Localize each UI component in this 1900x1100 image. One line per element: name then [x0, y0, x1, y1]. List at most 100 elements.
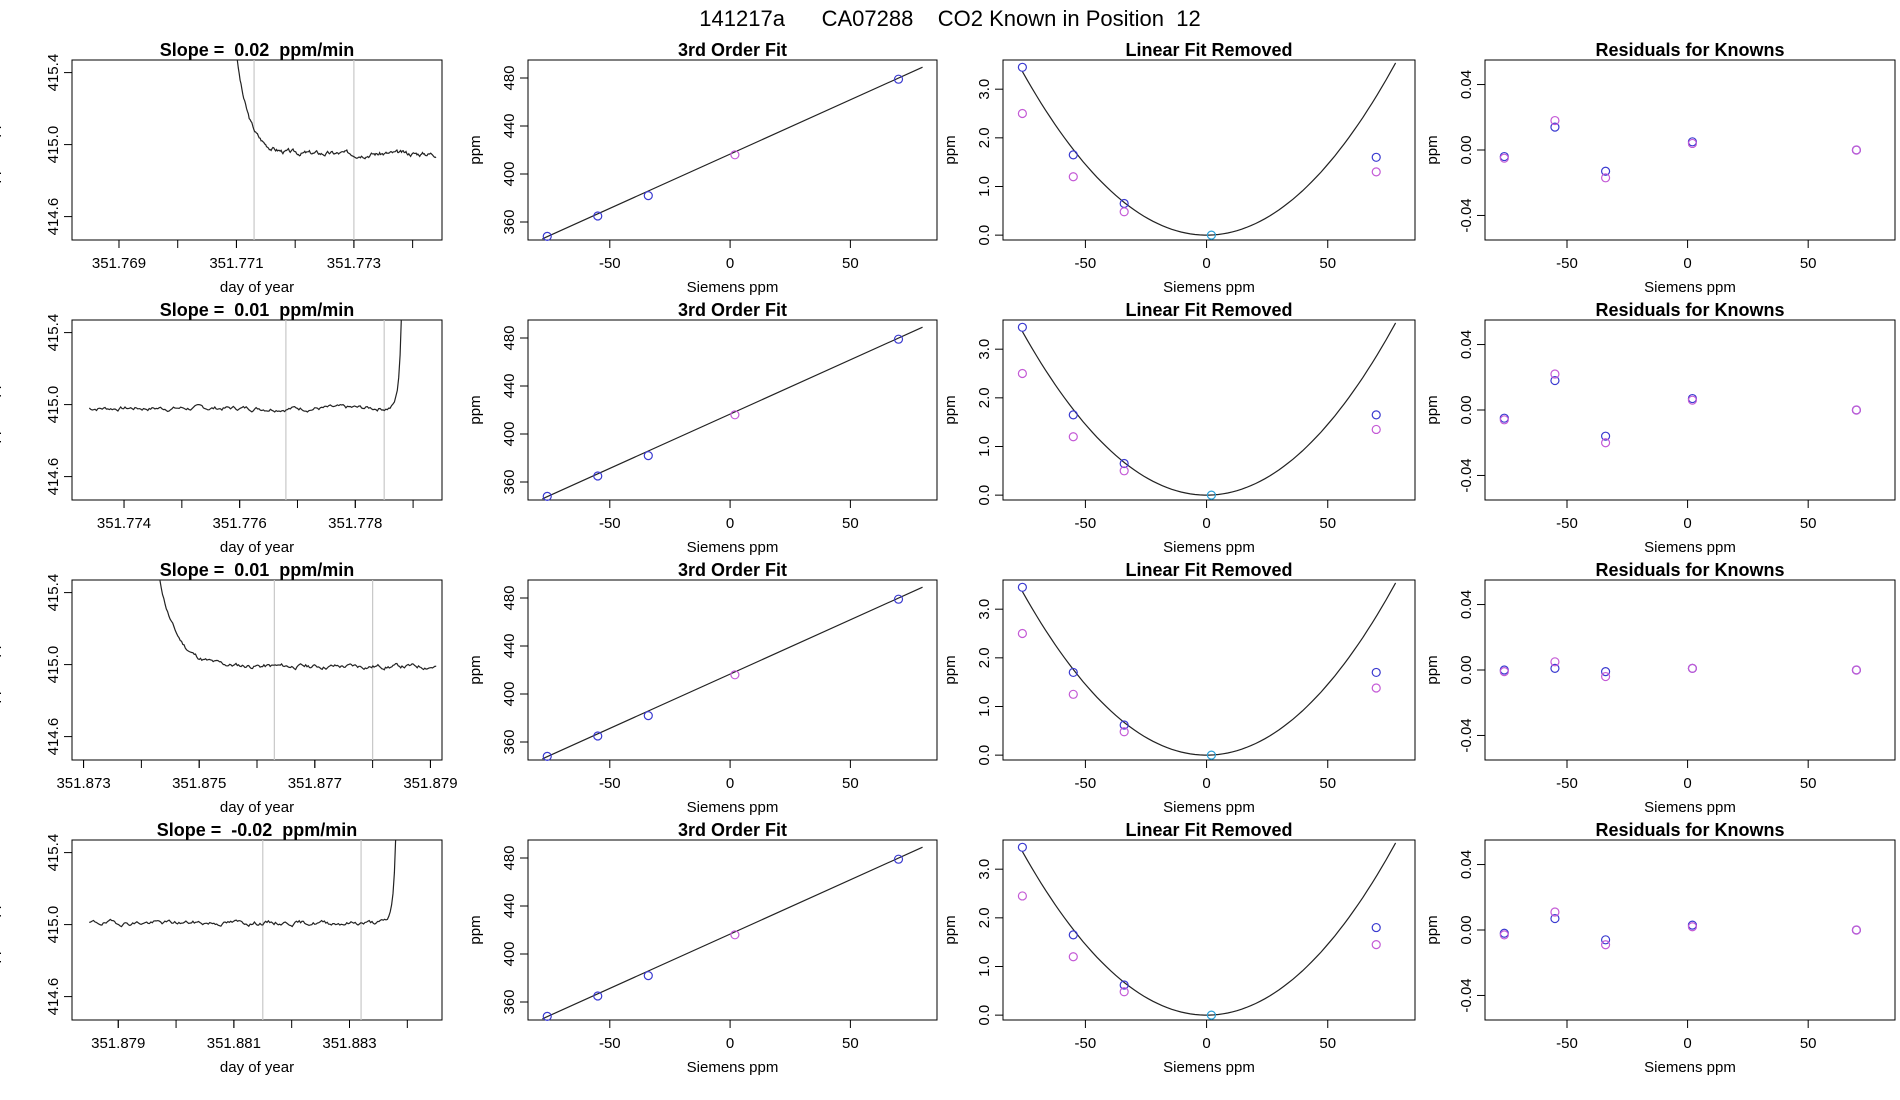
- chart-title: 3rd Order Fit: [678, 560, 787, 580]
- y-axis-label: ppm: [942, 395, 959, 424]
- y-tick-label: -0.04: [1458, 198, 1475, 232]
- x-axis-label: Siemens ppm: [1163, 1059, 1255, 1076]
- x-tick-label: 351.773: [327, 255, 381, 272]
- data-point: [1550, 369, 1560, 379]
- y-axis-label: approx. ppm: [0, 628, 2, 711]
- data-point: [730, 670, 740, 680]
- data-point: [643, 191, 653, 201]
- chart-panel-2-3: Linear Fit Removed Siemens ppm ppm -50 0 50 0.…: [942, 300, 1416, 556]
- y-axis-label: ppm: [1424, 655, 1441, 684]
- data-point: [1687, 922, 1698, 932]
- data-point: [1550, 375, 1560, 386]
- fit-curve: [1021, 842, 1397, 1016]
- x-tick-label: 0: [726, 255, 734, 272]
- data-point: [1206, 230, 1217, 240]
- y-axis-label: ppm: [942, 135, 959, 164]
- y-tick-label: 415.0: [45, 906, 62, 944]
- y-axis-label: ppm: [1424, 915, 1441, 944]
- data-point: [1499, 930, 1509, 940]
- data-point: [1017, 108, 1027, 119]
- x-tick-label: 50: [1800, 255, 1817, 272]
- x-tick-label: 351.879: [403, 775, 457, 792]
- y-tick-label: 0.04: [1458, 590, 1475, 619]
- y-tick-label: 0.04: [1458, 850, 1475, 879]
- plot-frame: [1484, 59, 1896, 241]
- chart-title: Linear Fit Removed: [1125, 40, 1292, 60]
- x-axis-label: day of year: [220, 279, 294, 296]
- y-tick-label: -0.04: [1458, 978, 1475, 1012]
- chart-title: Linear Fit Removed: [1125, 560, 1292, 580]
- data-point: [1550, 913, 1560, 924]
- data-point: [643, 451, 653, 461]
- panel-grid: Slope = 0.02 ppm/min day of year approx. p…: [0, 40, 1896, 1076]
- y-tick-label: 3.0: [976, 859, 993, 880]
- data-point: [1017, 891, 1027, 901]
- fit-curve: [1021, 62, 1397, 236]
- chart-title: Residuals for Knowns: [1595, 820, 1784, 840]
- y-tick-label: 360: [501, 729, 518, 754]
- x-tick-label: -50: [599, 255, 621, 272]
- y-tick-label: 414.6: [45, 718, 62, 756]
- x-tick-label: 0: [1202, 515, 1210, 532]
- data-point: [1550, 663, 1560, 673]
- chart-panel-4-1: Slope = -0.02 ppm/min day of year approx. …: [0, 820, 443, 1076]
- data-point: [542, 751, 552, 762]
- y-axis-label: approx. ppm: [0, 108, 2, 191]
- y-tick-label: 480: [501, 845, 518, 870]
- plot-frame: [527, 579, 938, 761]
- y-tick-label: 440: [501, 893, 518, 918]
- plot-area: [159, 580, 437, 760]
- data-point: [1371, 667, 1381, 678]
- y-tick-label: 400: [501, 421, 518, 446]
- y-axis-label: ppm: [942, 655, 959, 684]
- plot-area: [1021, 582, 1397, 756]
- data-point: [542, 1011, 552, 1022]
- x-tick-label: 0: [1683, 1035, 1691, 1052]
- x-axis-label: Siemens ppm: [1644, 1059, 1736, 1076]
- series-line: [236, 60, 437, 160]
- y-tick-label: 415.0: [45, 386, 62, 424]
- y-tick-label: 480: [501, 325, 518, 350]
- y-tick-label: 415.4: [45, 314, 62, 352]
- x-tick-label: 0: [1202, 255, 1210, 272]
- y-tick-label: 440: [501, 633, 518, 658]
- y-axis-label: approx. ppm: [0, 888, 2, 971]
- x-axis-label: day of year: [220, 1059, 294, 1076]
- y-tick-label: 415.0: [45, 126, 62, 164]
- x-tick-label: 351.881: [207, 1035, 261, 1052]
- plot-area: [1021, 322, 1397, 496]
- x-tick-label: 351.774: [97, 515, 151, 532]
- data-point: [1499, 667, 1509, 677]
- series-line: [88, 320, 402, 413]
- data-point: [1851, 405, 1862, 415]
- x-tick-label: -50: [599, 775, 621, 792]
- y-tick-label: 415.4: [45, 574, 62, 612]
- plot-frame: [71, 579, 443, 761]
- x-axis-label: day of year: [220, 539, 294, 556]
- data-point: [893, 854, 904, 864]
- y-tick-label: 360: [501, 989, 518, 1014]
- x-tick-label: -50: [599, 1035, 621, 1052]
- chart-panel-4-4: Residuals for Knowns Siemens ppm ppm -50 0 50…: [1424, 820, 1896, 1076]
- y-axis-label: ppm: [942, 915, 959, 944]
- data-point: [1687, 138, 1698, 149]
- data-point: [1851, 665, 1862, 675]
- y-axis-label: ppm: [467, 915, 484, 944]
- y-tick-label: 3.0: [976, 599, 993, 620]
- data-point: [1068, 172, 1078, 182]
- chart-panel-3-4: Residuals for Knowns Siemens ppm ppm -50 0 50…: [1424, 560, 1896, 816]
- data-point: [542, 231, 552, 241]
- y-tick-label: 415.0: [45, 646, 62, 684]
- y-tick-label: 0.0: [976, 1005, 993, 1026]
- plot-frame: [1484, 579, 1896, 761]
- chart-title: Linear Fit Removed: [1125, 300, 1292, 320]
- y-tick-label: 0.00: [1458, 915, 1475, 944]
- y-tick-label: 1.0: [976, 436, 993, 457]
- plot-area: [1021, 842, 1397, 1016]
- chart-panel-1-3: Linear Fit Removed Siemens ppm ppm -50 0 50 0.…: [942, 40, 1416, 296]
- plot-area: [89, 840, 397, 1020]
- x-tick-label: 0: [1202, 1035, 1210, 1052]
- y-tick-label: 2.0: [976, 387, 993, 408]
- chart-title: Residuals for Knowns: [1595, 560, 1784, 580]
- chart-title: 3rd Order Fit: [678, 300, 787, 320]
